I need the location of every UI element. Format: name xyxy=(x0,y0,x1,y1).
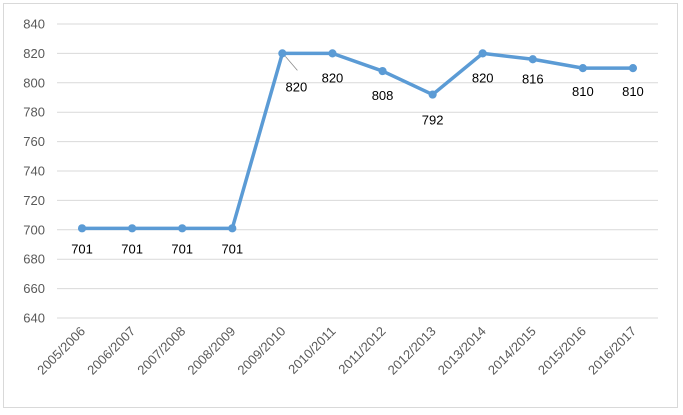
y-tick-label: 720 xyxy=(23,193,45,208)
data-point xyxy=(278,49,287,58)
y-tick-label: 820 xyxy=(23,46,45,61)
x-tick-label: 2012/2013 xyxy=(385,324,439,378)
data-point xyxy=(77,224,87,233)
data-label: 816 xyxy=(522,71,544,86)
data-point xyxy=(128,224,137,233)
y-tick-label: 780 xyxy=(23,105,45,120)
series-line xyxy=(80,51,635,231)
data-label: 701 xyxy=(121,241,143,256)
data-point xyxy=(528,55,537,64)
data-label: 820 xyxy=(472,70,494,85)
data-label: 701 xyxy=(221,241,243,256)
x-tick-label: 2005/2006 xyxy=(34,324,88,378)
data-point xyxy=(428,90,437,99)
y-tick-label: 760 xyxy=(23,134,45,149)
data-point xyxy=(578,64,587,73)
x-tick-label: 2016/2017 xyxy=(585,324,639,378)
y-tick-label: 660 xyxy=(23,281,45,296)
x-tick-label: 2015/2016 xyxy=(535,324,589,378)
data-label: 810 xyxy=(572,84,594,99)
y-tick-label: 680 xyxy=(23,252,45,267)
data-label-leader xyxy=(285,56,298,71)
data-label: 820 xyxy=(322,70,344,85)
data-point xyxy=(378,66,387,76)
y-tick-label: 740 xyxy=(23,164,45,179)
data-point xyxy=(228,224,237,233)
y-tick-label: 840 xyxy=(23,17,45,32)
data-label: 820 xyxy=(286,79,308,94)
chart-frame xyxy=(3,3,678,408)
x-tick-label: 2010/2011 xyxy=(285,324,338,377)
data-point xyxy=(628,64,638,73)
data-label: 810 xyxy=(622,84,644,99)
x-tick-label: 2009/2010 xyxy=(234,324,288,378)
x-tick-label: 2007/2008 xyxy=(134,324,188,378)
data-label: 701 xyxy=(71,241,93,256)
data-point xyxy=(178,224,187,233)
y-tick-label: 800 xyxy=(23,75,45,90)
x-tick-label: 2014/2015 xyxy=(485,324,539,378)
data-label: 808 xyxy=(372,88,394,103)
y-tick-label: 640 xyxy=(23,311,45,326)
x-tick-label: 2008/2009 xyxy=(184,324,238,378)
data-point xyxy=(328,49,337,58)
data-label: 792 xyxy=(422,113,444,128)
x-tick-label: 2006/2007 xyxy=(84,324,138,378)
data-point xyxy=(478,49,487,58)
y-tick-label: 700 xyxy=(23,222,45,237)
data-label: 701 xyxy=(171,241,193,256)
x-tick-label: 2013/2014 xyxy=(435,324,489,378)
x-tick-label: 2011/2012 xyxy=(335,324,388,377)
